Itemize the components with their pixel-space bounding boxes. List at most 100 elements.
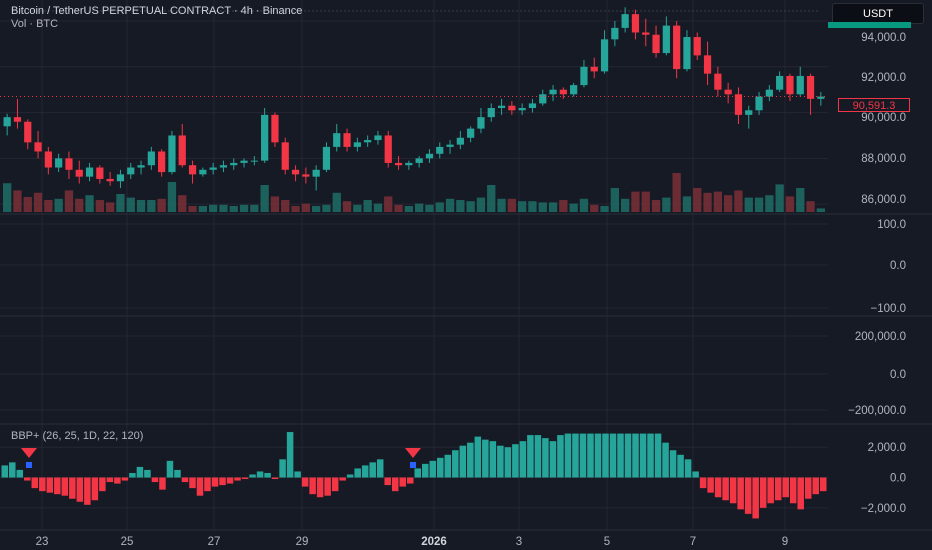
bbp-bar <box>632 433 639 478</box>
volume-bar <box>672 173 681 212</box>
volume-bar <box>703 192 712 212</box>
bbp-bar <box>301 477 309 487</box>
volume-bar <box>507 198 516 212</box>
volume-bar <box>693 188 702 212</box>
bbp-bar <box>714 477 722 498</box>
bbp-bar <box>437 457 444 478</box>
candle-body <box>168 135 176 173</box>
candle-body <box>34 142 42 152</box>
symbol-title[interactable]: Bitcoin / TetherUS PERPETUAL CONTRACT · … <box>11 5 303 17</box>
axis-tick-label: 90,000.0 <box>861 112 906 124</box>
time-tick-label: 29 <box>296 536 309 548</box>
candle-body <box>209 167 217 170</box>
volume-bar <box>538 202 547 212</box>
bbp-bar <box>467 442 474 478</box>
axis-tick-label: 88,000.0 <box>861 153 906 165</box>
bbp-bar <box>294 471 301 478</box>
volume-bar <box>610 188 619 212</box>
bbp-bar <box>594 433 602 478</box>
candle-body <box>714 73 722 90</box>
axis-tick-label: 100.0 <box>877 219 906 231</box>
volume-bar <box>734 190 743 212</box>
volume-bar <box>487 185 496 212</box>
candle-body <box>673 25 681 70</box>
volume-bar <box>64 190 74 212</box>
volume-bar <box>765 195 774 212</box>
candle-body <box>394 162 403 166</box>
volume-bar <box>116 194 125 212</box>
volume-bar <box>724 195 733 212</box>
volume-bar <box>713 191 722 212</box>
axis-tick-label: 94,000.0 <box>861 32 906 44</box>
bbp-bar <box>219 477 226 486</box>
candle-body <box>683 37 691 70</box>
bbp-bar <box>144 469 151 478</box>
candle-body <box>65 158 73 170</box>
bbp-bar <box>91 477 99 501</box>
candle-body <box>755 96 763 111</box>
volume-bar <box>744 197 753 212</box>
candle-body <box>693 37 701 56</box>
bbp-bar <box>361 465 369 478</box>
bbp-bar <box>482 439 489 478</box>
volume-bar <box>322 204 331 212</box>
candle-body <box>600 39 609 72</box>
axis-tick-label: −100.0 <box>871 303 907 315</box>
axis-tick-label: 0.0 <box>890 369 906 381</box>
bbp-bar <box>564 433 572 478</box>
volume-legend[interactable]: Vol · BTC <box>11 18 59 30</box>
bbp-bar <box>114 477 121 484</box>
candle-body <box>662 25 670 54</box>
candle-body <box>261 114 269 161</box>
volume-bar <box>281 200 290 212</box>
bbp-axis-tick: −2,000.0 <box>861 503 906 515</box>
bbp-bar <box>31 477 39 489</box>
bbp-bar <box>519 441 527 478</box>
candle-body <box>405 162 413 166</box>
bbp-bar <box>654 433 662 478</box>
signal-triangle-marker <box>405 448 421 458</box>
volume-bar <box>301 203 310 212</box>
bbp-bar <box>264 472 271 478</box>
candle-body <box>291 169 300 175</box>
volume-bar <box>662 197 671 212</box>
bbp-bar <box>9 462 16 478</box>
bbp-axis-tick: 0.0 <box>890 473 906 485</box>
volume-bar <box>198 206 207 212</box>
candle-body <box>621 14 629 28</box>
candle-body <box>559 89 567 95</box>
volume-bar <box>404 206 413 212</box>
volume-bar <box>44 200 53 212</box>
candle-body <box>786 75 794 95</box>
candle-body <box>642 32 650 35</box>
volume-bar <box>621 198 630 212</box>
bbp-bar <box>256 471 264 478</box>
bbp-bar <box>129 472 136 478</box>
bbp-bar <box>527 435 534 478</box>
bbp-bar <box>226 477 234 484</box>
candle-body <box>518 108 526 111</box>
candle-body <box>806 75 815 99</box>
candle-body <box>456 137 464 145</box>
candle-body <box>219 165 228 168</box>
candle-body <box>384 135 392 163</box>
volume-bar <box>476 197 486 212</box>
bbp-bar <box>151 477 159 483</box>
currency-selector[interactable]: USDT <box>832 3 924 24</box>
bbp-bar <box>84 477 91 505</box>
bbp-bar <box>542 438 549 478</box>
volume-bar <box>178 195 187 212</box>
bbp-legend[interactable]: BBP+ (26, 25, 1D, 22, 120) <box>11 430 144 442</box>
bbp-bar <box>662 442 669 478</box>
bbp-bar <box>99 477 106 492</box>
volume-bar <box>363 200 372 212</box>
candle-body <box>178 135 186 166</box>
bbp-bar <box>331 477 339 492</box>
candle-body <box>467 128 475 138</box>
bbp-bar <box>429 460 437 478</box>
time-tick-label: 2026 <box>421 536 447 548</box>
bbp-bar <box>767 477 774 504</box>
bbp-bar <box>684 459 692 478</box>
volume-bar <box>651 200 661 212</box>
